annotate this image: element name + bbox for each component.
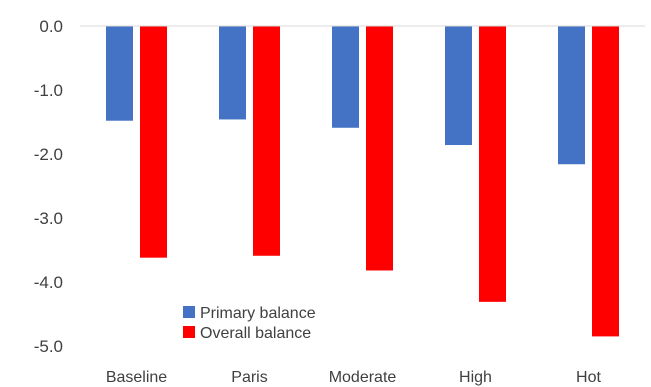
y-tick-label: -3.0 — [34, 209, 63, 228]
x-category-label: Baseline — [106, 369, 167, 386]
bars — [106, 26, 619, 337]
bar-primary-balance-hot — [558, 26, 585, 165]
x-category-label: Paris — [231, 369, 267, 386]
legend-label: Primary balance — [200, 305, 316, 322]
bar-overall-balance-moderate — [366, 26, 393, 271]
y-tick-label: -2.0 — [34, 145, 63, 164]
bar-overall-balance-paris — [253, 26, 280, 256]
legend-label: Overall balance — [200, 325, 311, 342]
legend-swatch — [183, 306, 195, 318]
bar-primary-balance-baseline — [106, 26, 133, 121]
x-category-label: High — [459, 369, 492, 386]
legend: Primary balance Overall balance — [183, 305, 316, 342]
bar-primary-balance-paris — [219, 26, 246, 120]
bar-overall-balance-high — [479, 26, 506, 302]
y-tick-label: -4.0 — [34, 273, 63, 292]
y-tick-label: 0.0 — [39, 17, 63, 36]
bar-overall-balance-baseline — [140, 26, 167, 258]
category-labels: Baseline Paris Moderate High Hot — [106, 369, 602, 386]
bar-overall-balance-hot — [592, 26, 619, 337]
bar-primary-balance-moderate — [332, 26, 359, 128]
y-axis-ticks: 0.0 -1.0 -2.0 -3.0 -4.0 -5.0 — [34, 17, 63, 356]
y-tick-label: -5.0 — [34, 337, 63, 356]
bar-primary-balance-high — [445, 26, 472, 146]
x-category-label: Moderate — [329, 369, 397, 386]
y-tick-label: -1.0 — [34, 81, 63, 100]
x-category-label: Hot — [576, 369, 601, 386]
legend-swatch — [183, 326, 195, 338]
